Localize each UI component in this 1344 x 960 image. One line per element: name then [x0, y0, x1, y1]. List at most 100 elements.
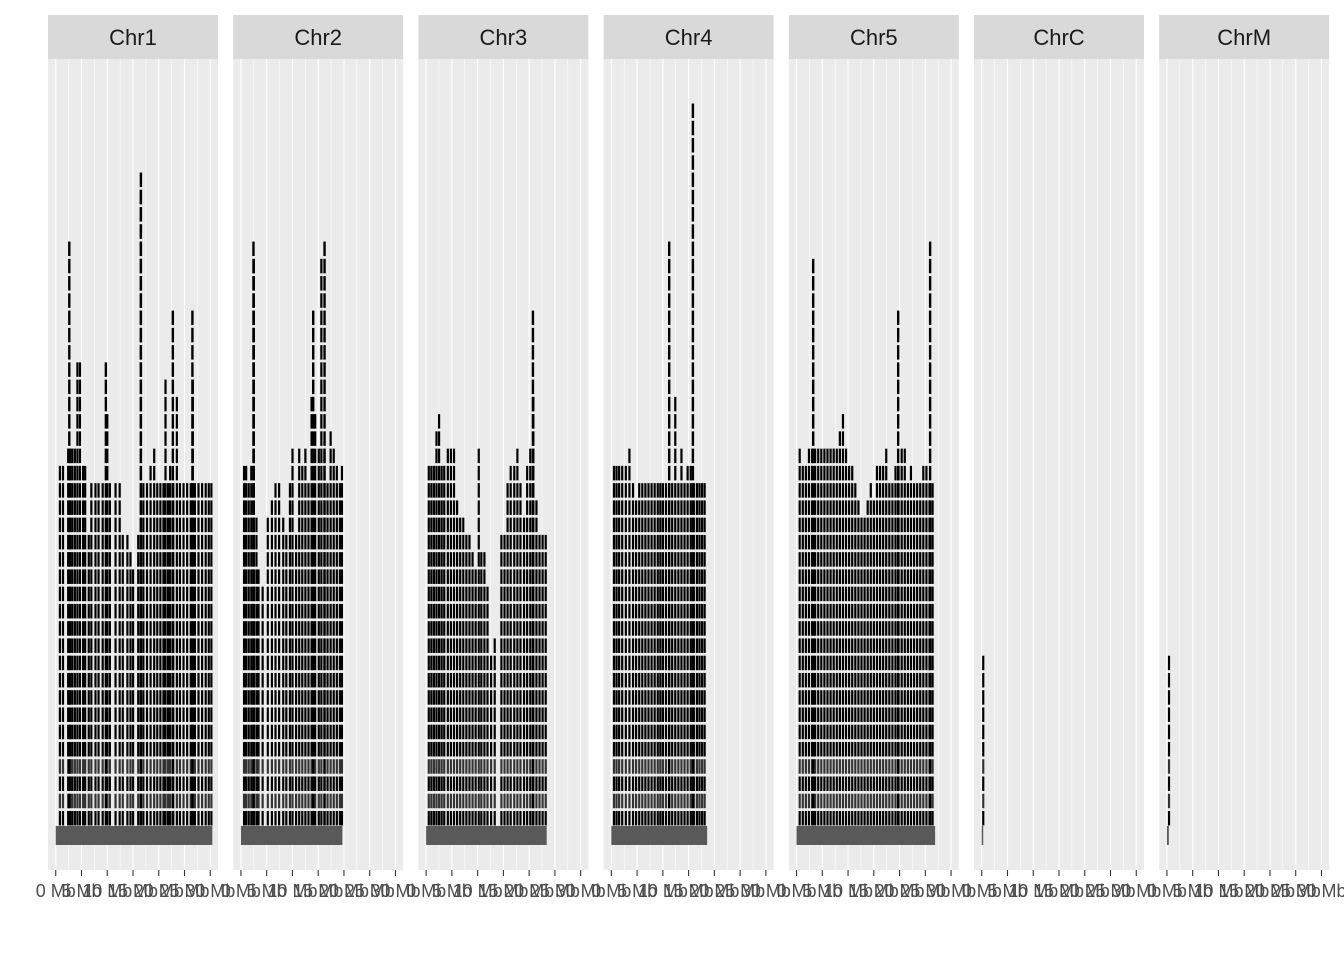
segment: [925, 793, 928, 809]
segment: [807, 517, 811, 533]
segment: [480, 672, 483, 688]
segment: [894, 741, 897, 757]
segment: [307, 655, 310, 671]
segment: [885, 448, 888, 464]
segment: [288, 552, 292, 567]
segment: [131, 586, 135, 602]
segment: [644, 517, 647, 533]
segment: [73, 465, 76, 481]
segment: [817, 707, 820, 722]
segment: [471, 707, 474, 722]
segment: [314, 414, 317, 429]
segment: [162, 638, 165, 653]
segment: [503, 655, 506, 671]
segment: [164, 448, 167, 464]
segment-stack: [114, 483, 117, 826]
segment: [506, 621, 509, 636]
segment: [459, 672, 462, 688]
segment: [71, 621, 74, 636]
chromosome-track: [796, 825, 936, 845]
spike-segment: [312, 396, 315, 412]
x-tick-label: 20 Mb: [134, 881, 184, 901]
segment: [835, 517, 838, 533]
segment-stack: [677, 483, 680, 826]
spike-segment: [191, 672, 194, 688]
segment: [87, 690, 90, 705]
spike-segment: [928, 310, 932, 326]
segment: [443, 724, 446, 740]
segment: [869, 810, 872, 826]
segment: [844, 724, 848, 740]
spike-segment: [68, 396, 71, 412]
spike-segment: [139, 345, 143, 360]
segment: [493, 810, 496, 826]
segment: [544, 569, 547, 584]
segment: [695, 724, 699, 740]
segment: [844, 621, 848, 636]
segment: [178, 655, 182, 671]
segment: [851, 586, 854, 602]
segment: [471, 672, 474, 688]
spike-segment: [323, 310, 326, 326]
spike-segment: [104, 638, 108, 653]
segment: [866, 741, 869, 757]
segment: [270, 672, 274, 688]
x-tick-label: 15 Mb: [293, 881, 343, 901]
segment: [832, 741, 835, 757]
segment: [443, 500, 446, 515]
segment: [465, 638, 468, 653]
segment: [326, 741, 329, 757]
segment: [878, 793, 882, 809]
segment: [78, 483, 82, 498]
segment: [329, 586, 332, 602]
segment: [58, 759, 62, 774]
spike-segment: [811, 310, 815, 326]
segment: [529, 552, 532, 567]
segment: [888, 741, 891, 757]
segment: [661, 483, 665, 498]
segment-stack: [459, 517, 462, 826]
segment: [114, 672, 117, 688]
segment: [703, 586, 706, 602]
segment: [841, 500, 845, 515]
segment: [509, 690, 512, 705]
segment: [108, 776, 111, 791]
segment: [78, 759, 82, 774]
segment: [638, 810, 641, 826]
segment-stack: [909, 465, 913, 826]
segment: [650, 759, 653, 774]
segment: [282, 603, 285, 619]
segment: [621, 759, 624, 774]
spike-segment: [811, 500, 815, 515]
segment: [164, 621, 167, 636]
segment: [78, 638, 82, 653]
segment: [826, 793, 829, 809]
segment: [304, 793, 307, 809]
segment: [680, 724, 683, 740]
segment: [519, 534, 522, 550]
segment: [516, 465, 519, 481]
spike-segment: [191, 810, 194, 826]
segment: [97, 517, 100, 533]
segment: [169, 500, 172, 515]
segment: [317, 690, 320, 705]
segment: [698, 534, 701, 550]
segment: [823, 638, 826, 653]
segment: [82, 724, 85, 740]
segment: [909, 672, 913, 688]
segment: [695, 810, 699, 826]
segment: [153, 672, 156, 688]
spike-segment: [139, 759, 143, 774]
segment: [832, 448, 835, 464]
segment: [509, 517, 512, 533]
segment: [61, 655, 65, 671]
segment: [538, 552, 541, 567]
segment: [628, 552, 631, 567]
segment: [247, 569, 250, 584]
segment: [519, 517, 522, 533]
segment: [255, 621, 258, 636]
segment: [677, 793, 680, 809]
segment: [149, 603, 152, 619]
segment: [101, 690, 104, 705]
spike-segment: [139, 241, 143, 257]
